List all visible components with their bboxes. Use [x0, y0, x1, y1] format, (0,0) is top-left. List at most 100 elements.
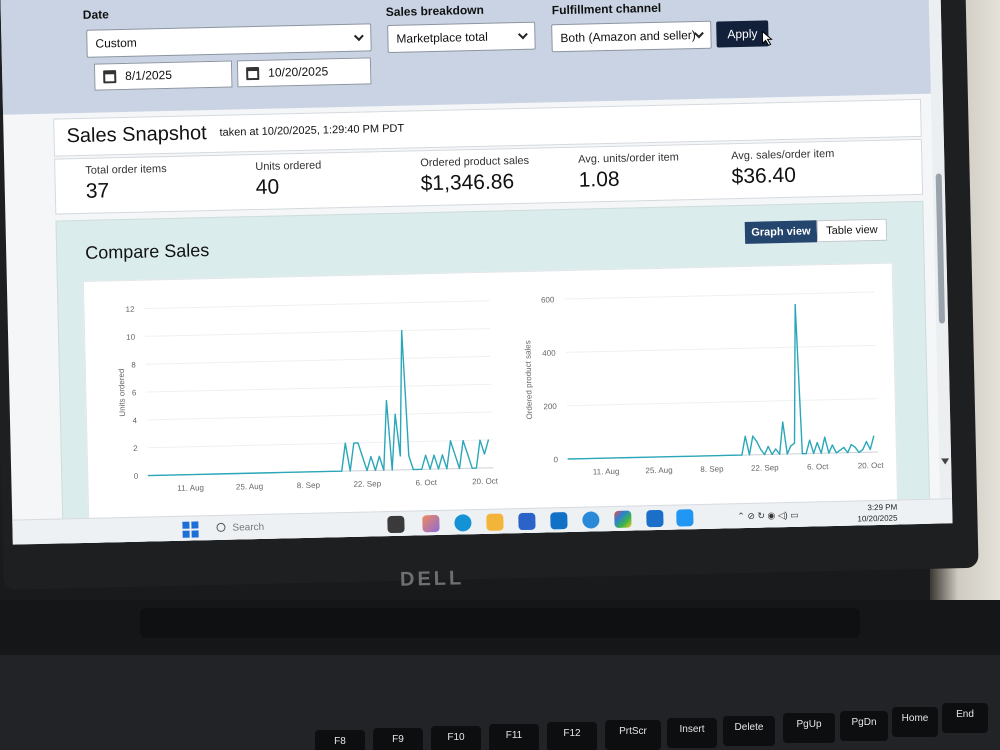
data-point	[429, 468, 431, 470]
data-point	[344, 442, 346, 444]
data-point	[854, 446, 856, 448]
clock-date: 10/20/2025	[857, 513, 898, 524]
fulfillment-select[interactable]: Both (Amazon and seller)	[551, 20, 712, 53]
file-explorer-icon[interactable]	[486, 513, 504, 531]
filter-bar: Date Custom 8/1/2025 10/20/2025 Sales br…	[0, 0, 943, 115]
end-date-field[interactable]: 10/20/2025	[236, 57, 372, 88]
metric-label: Avg. units/order item	[578, 151, 680, 166]
key-insert[interactable]: Insert	[667, 718, 717, 748]
app-icon[interactable]	[646, 509, 664, 528]
page-scrollbar[interactable]	[928, 0, 953, 499]
sales-breakdown-label: Sales breakdown	[385, 2, 485, 20]
data-point	[763, 453, 766, 456]
chart-area: 0 2 4 6 8 10 12 11. Aug 25. Aug 8. Sep 22. Sep 6. O…	[82, 262, 899, 545]
metric-avg-sales: Avg. sales/order item $36.40	[731, 148, 835, 189]
gridline	[144, 300, 490, 310]
dell-logo: DELL	[399, 567, 465, 591]
key-f12[interactable]: F12	[547, 722, 597, 750]
data-point	[767, 445, 769, 448]
y-axis-label: Ordered product sales	[523, 340, 534, 419]
chevron-down-icon	[353, 31, 364, 42]
edge-icon[interactable]	[454, 514, 472, 532]
data-point	[231, 473, 233, 475]
x-tick-label: 25. Aug	[236, 482, 263, 492]
app-icon[interactable]	[676, 509, 694, 527]
key-pgdn[interactable]: PgDn	[840, 711, 888, 741]
x-tick-label: 22. Sep	[353, 479, 381, 489]
data-point	[487, 439, 489, 441]
x-tick-label: 6. Oct	[807, 462, 829, 471]
key-f11[interactable]: F11	[489, 724, 539, 750]
compare-sales-panel: Compare Sales Graph view Table view 0 2 4 6…	[55, 200, 931, 545]
table-view-button[interactable]: Table view	[816, 218, 888, 243]
data-point	[458, 467, 461, 470]
date-range-value: Custom	[95, 35, 137, 51]
y-tick-label: 200	[543, 402, 557, 411]
data-point	[471, 467, 473, 469]
app-icon[interactable]	[582, 511, 600, 529]
copilot-icon[interactable]	[422, 514, 440, 533]
calendar-icon	[103, 70, 117, 84]
data-point	[475, 467, 477, 469]
data-point	[786, 453, 788, 455]
data-point	[627, 457, 630, 459]
data-point	[214, 473, 217, 475]
data-point	[374, 469, 377, 471]
data-point	[813, 452, 815, 455]
data-point	[642, 456, 645, 458]
task-view-icon[interactable]	[387, 515, 405, 534]
data-point	[782, 421, 784, 423]
laptop-bezel: Date Custom 8/1/2025 10/20/2025 Sales br…	[0, 0, 953, 545]
gridline	[147, 439, 493, 449]
store-icon[interactable]	[518, 512, 536, 531]
data-point	[483, 453, 486, 455]
data-point	[756, 440, 758, 443]
key-delete[interactable]: Delete	[723, 716, 775, 746]
key-f9[interactable]: F9	[373, 728, 423, 750]
data-point	[446, 468, 448, 470]
taskbar-clock[interactable]: 3:29 PM 10/20/2025	[857, 502, 898, 525]
system-tray[interactable]: ⌃ ⊘ ↻ ◉ ◁) ▭	[737, 509, 799, 522]
sales-breakdown-select[interactable]: Marketplace total	[387, 21, 536, 53]
app-icon[interactable]	[614, 510, 632, 528]
metric-ordered-product-sales: Ordered product sales $1,346.86	[420, 155, 530, 196]
data-point	[383, 469, 385, 471]
data-point	[748, 454, 751, 456]
windows-icon[interactable]	[182, 521, 199, 538]
data-point	[801, 453, 803, 455]
key-end[interactable]: End	[942, 703, 988, 733]
data-point	[567, 458, 569, 460]
data-point	[399, 455, 401, 457]
data-point	[349, 470, 351, 472]
scroll-thumb[interactable]	[935, 173, 946, 324]
outlook-icon[interactable]	[550, 512, 568, 530]
fulfillment-label: Fulfillment channel	[551, 0, 662, 18]
data-point	[869, 448, 871, 451]
graph-view-button[interactable]: Graph view	[744, 220, 818, 244]
data-point	[843, 446, 845, 449]
data-point	[370, 455, 372, 458]
data-point	[597, 457, 599, 459]
taskbar-search[interactable]: Search	[212, 516, 362, 538]
data-point	[282, 471, 284, 474]
metric-label: Units ordered	[255, 159, 322, 174]
y-axis-label: Units ordered	[117, 369, 127, 417]
data-point	[265, 472, 267, 474]
y-tick-label: 6	[132, 388, 137, 397]
data-point	[718, 454, 720, 457]
series-line	[568, 303, 875, 460]
date-range-select[interactable]: Custom	[86, 23, 372, 58]
data-point	[873, 435, 875, 437]
key-pgup[interactable]: PgUp	[783, 713, 835, 743]
key-f8[interactable]: F8	[315, 730, 365, 750]
scroll-down-icon[interactable]	[941, 458, 950, 465]
data-point	[582, 458, 584, 460]
data-point	[775, 448, 777, 450]
x-tick-label: 22. Sep	[751, 463, 779, 473]
metric-label: Avg. sales/order item	[731, 147, 835, 163]
start-date-field[interactable]: 8/1/2025	[93, 60, 233, 91]
data-point	[449, 440, 452, 442]
key-f10[interactable]: F10	[431, 726, 481, 750]
key-prtscr[interactable]: PrtScr	[605, 720, 661, 750]
key-home[interactable]: Home	[892, 707, 938, 737]
